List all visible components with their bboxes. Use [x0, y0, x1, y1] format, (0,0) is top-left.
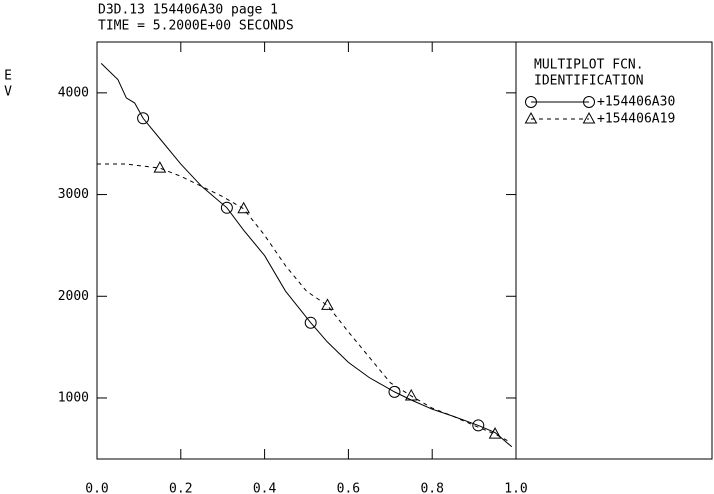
x-tick-label: 0.8: [420, 482, 443, 494]
legend-title: IDENTIFICATION: [534, 74, 644, 89]
x-tick-label: 0.4: [253, 482, 277, 494]
chart-title: D3D.13 154406A30 page 1: [98, 3, 278, 18]
series-line: [100, 62, 513, 448]
x-tick-label: 0.0: [85, 482, 108, 494]
y-axis-label: E: [4, 69, 12, 84]
legend-marker: [583, 96, 595, 108]
legend-marker: [525, 96, 537, 108]
frame: [96, 41, 713, 460]
marker: [237, 201, 250, 214]
series-line: [97, 163, 508, 442]
y-tick-label: 4000: [58, 85, 89, 100]
marker: [404, 388, 418, 401]
legend-label: +154406A30: [597, 95, 675, 110]
marker: [153, 161, 167, 173]
legend-label: +154406A19: [597, 112, 675, 127]
marker: [388, 385, 401, 398]
chart-subtitle: TIME = 5.2000E+00 SECONDS: [98, 19, 294, 34]
x-tick-label: 0.6: [337, 482, 360, 494]
marker: [472, 419, 485, 432]
marker: [304, 316, 317, 329]
x-tick-label: 1.0: [504, 482, 527, 494]
legend-marker: [582, 111, 596, 124]
y-tick-label: 3000: [58, 187, 89, 202]
legend-title: MULTIPLOT FCN.: [534, 58, 644, 73]
x-tick-label: 0.2: [169, 482, 192, 494]
marker: [137, 112, 150, 125]
legend-marker: [524, 111, 538, 124]
y-tick-label: 1000: [58, 390, 89, 405]
y-tick-label: 2000: [58, 289, 89, 304]
marker: [488, 427, 502, 439]
marker: [321, 298, 334, 310]
marker: [220, 201, 233, 214]
y-axis-label: V: [4, 85, 12, 100]
